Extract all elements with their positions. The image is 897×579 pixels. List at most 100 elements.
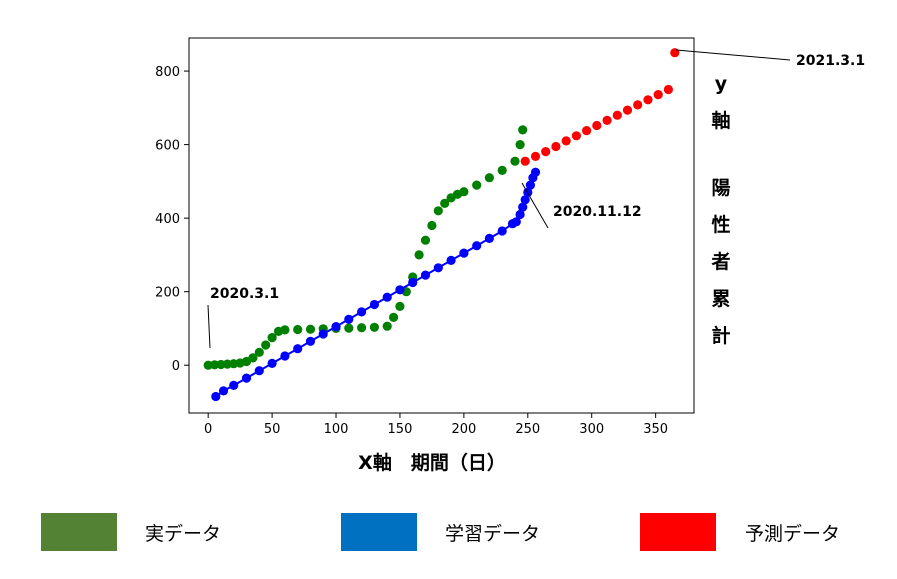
actual-point	[433, 206, 443, 216]
legend-swatch-actual	[41, 513, 117, 551]
x-tick-label: 50	[264, 422, 281, 437]
training-point	[497, 226, 507, 236]
training-point	[331, 322, 341, 332]
actual-point	[254, 347, 264, 357]
training-point	[511, 217, 521, 227]
training-point	[318, 329, 328, 339]
forecast-point	[571, 131, 582, 141]
annotation-label: 2020.3.1	[210, 286, 279, 302]
training-point	[357, 307, 367, 317]
training-point	[420, 270, 431, 280]
training-point	[369, 299, 379, 310]
annotation-leader	[207, 304, 211, 349]
actual-point	[344, 323, 354, 333]
y-tick-label: 0	[172, 359, 180, 374]
actual-point	[515, 140, 525, 150]
y-axis-label-char: 性	[711, 214, 731, 236]
actual-point	[248, 353, 258, 363]
forecast-point	[633, 100, 643, 110]
training-point	[218, 386, 229, 396]
forecast-point	[670, 48, 680, 58]
training-point	[515, 209, 525, 220]
actual-point	[280, 325, 290, 335]
y-tick-label: 200	[155, 286, 180, 301]
actual-point	[305, 324, 316, 334]
training-point	[267, 358, 277, 368]
actual-point	[518, 125, 528, 135]
y-axis-label-char: 軸	[711, 110, 731, 132]
training-point	[446, 255, 456, 265]
x-tick-label: 200	[451, 422, 476, 437]
forecast-point	[653, 90, 663, 100]
training-point	[241, 373, 252, 383]
forecast-point	[622, 105, 633, 115]
actual-point	[261, 340, 271, 350]
actual-point	[427, 220, 437, 231]
training-point	[530, 167, 541, 177]
training-point	[520, 195, 530, 205]
training-point	[525, 180, 536, 190]
forecast-point	[663, 84, 674, 95]
training-point	[518, 202, 528, 212]
forecast-point	[530, 151, 541, 161]
actual-point	[472, 180, 482, 190]
training-point	[254, 366, 264, 376]
training-point	[433, 263, 443, 273]
y-tick-label: 600	[155, 139, 180, 154]
training-point	[305, 336, 316, 346]
y-axis-label-char: y	[714, 73, 728, 95]
actual-point	[389, 312, 399, 322]
legend-swatch-forecast	[640, 513, 716, 551]
legend-swatch-training	[341, 513, 417, 551]
forecast-point	[520, 156, 530, 166]
legend-label-forecast: 予測データ	[745, 523, 841, 545]
actual-point	[382, 321, 392, 331]
forecast-point	[643, 95, 653, 105]
training-point	[395, 285, 405, 295]
annotation-label: 2020.11.12	[553, 204, 642, 220]
plot-frame	[188, 37, 695, 414]
training-point	[280, 351, 290, 361]
annotation-leader	[675, 49, 791, 61]
actual-point	[293, 324, 303, 335]
training-point	[229, 380, 239, 390]
x-tick-label: 250	[515, 422, 540, 437]
training-point	[408, 277, 418, 288]
forecast-point	[612, 110, 622, 120]
actual-point	[369, 322, 379, 332]
forecast-point	[602, 115, 612, 125]
training-point	[293, 344, 303, 354]
actual-point	[440, 198, 450, 208]
training-point	[211, 391, 221, 402]
actual-point	[497, 165, 507, 175]
x-tick-label: 350	[643, 422, 668, 437]
legend-label-training: 学習データ	[445, 523, 541, 545]
training-point	[459, 248, 469, 258]
x-tick-label: 0	[204, 422, 212, 437]
training-point	[382, 292, 392, 302]
x-tick-label: 300	[579, 422, 604, 437]
forecast-point	[582, 126, 592, 136]
actual-point	[395, 301, 405, 311]
actual-point	[267, 333, 277, 343]
x-tick-label: 150	[388, 422, 413, 437]
training-point	[344, 314, 354, 324]
forecast-point	[541, 147, 551, 157]
y-axis-label: y 軸 陽 性 者 累 計	[708, 66, 734, 355]
y-axis-label-char: 者	[711, 251, 731, 273]
y-axis-label-char: 計	[711, 325, 731, 347]
actual-point	[414, 250, 424, 260]
x-tick-label: 100	[324, 422, 349, 437]
forecast-point	[592, 120, 602, 131]
actual-point	[510, 156, 520, 166]
y-axis-label-char: 陽	[711, 177, 731, 199]
training-point	[472, 241, 482, 251]
forecast-point	[551, 141, 561, 152]
legend: 実データ 学習データ 予測データ	[0, 513, 897, 551]
annotation-label: 2021.3.1	[796, 53, 865, 69]
actual-point	[420, 235, 431, 245]
y-tick-label: 800	[155, 65, 180, 80]
training-point	[484, 233, 494, 243]
y-axis-label-char: 累	[711, 288, 731, 310]
